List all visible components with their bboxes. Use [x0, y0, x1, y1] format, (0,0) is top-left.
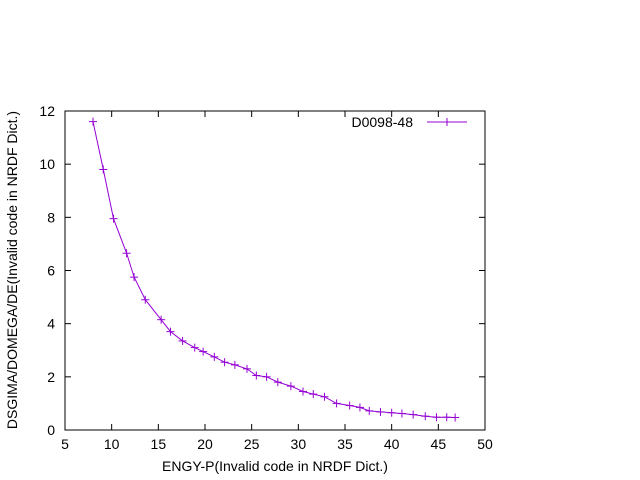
series-line	[92, 121, 456, 418]
data-point	[262, 372, 271, 381]
data-point	[397, 409, 406, 418]
x-tick-label: 40	[384, 436, 400, 452]
data-point	[166, 327, 175, 336]
x-tick-label: 15	[151, 436, 167, 452]
data-point	[141, 295, 150, 304]
data-point	[286, 382, 295, 391]
y-tick-label: 2	[47, 369, 55, 385]
x-tick-label: 35	[337, 436, 353, 452]
x-tick-label: 25	[244, 436, 260, 452]
data-point	[99, 165, 108, 174]
data-point	[89, 117, 97, 126]
y-tick-label: 6	[47, 263, 55, 279]
y-tick-label: 8	[47, 209, 55, 225]
legend: D0098-48	[352, 114, 467, 130]
data-point	[345, 401, 354, 410]
data-point	[355, 403, 364, 412]
x-tick-label: 20	[197, 436, 213, 452]
data-point	[220, 358, 229, 367]
x-tick-label: 30	[291, 436, 307, 452]
x-tick-label: 5	[61, 436, 69, 452]
data-point	[421, 412, 430, 421]
data-point	[109, 214, 118, 223]
data-point	[243, 364, 251, 373]
data-point	[432, 413, 441, 422]
data-point	[273, 378, 282, 387]
y-axis-title: DSGIMA/DOMEGA/DE(Invalid code in NRDF Di…	[4, 111, 20, 429]
data-point	[130, 273, 139, 282]
legend-label: D0098-48	[352, 114, 414, 130]
data-point	[210, 352, 219, 361]
x-axis-ticks: 5 10 15 20 25 30 35 40 45 50	[61, 111, 493, 452]
x-tick-label: 45	[431, 436, 447, 452]
y-tick-label: 4	[47, 316, 55, 332]
data-point	[252, 371, 261, 380]
data-point	[320, 392, 329, 401]
data-point	[387, 408, 396, 417]
data-point	[451, 413, 460, 422]
data-point	[442, 413, 451, 422]
x-axis-title: ENGY-P(Invalid code in NRDF Dict.)	[162, 458, 388, 474]
y-axis-ticks: 0 2 4 6 8 10 12	[39, 103, 485, 438]
y-tick-label: 10	[39, 156, 55, 172]
y-tick-label: 12	[39, 103, 55, 119]
x-tick-label: 10	[104, 436, 120, 452]
series-layer	[89, 117, 460, 422]
data-point	[409, 410, 418, 419]
data-point	[157, 315, 166, 324]
data-point	[299, 387, 307, 396]
x-tick-label: 50	[477, 436, 493, 452]
y-tick-label: 0	[47, 422, 55, 438]
data-point	[376, 407, 385, 416]
data-point	[230, 360, 239, 369]
data-point	[309, 390, 318, 399]
data-point	[122, 249, 131, 258]
data-point	[190, 343, 199, 352]
data-point	[199, 347, 208, 356]
data-point	[365, 406, 374, 415]
data-point	[332, 399, 341, 408]
data-point	[178, 336, 187, 345]
